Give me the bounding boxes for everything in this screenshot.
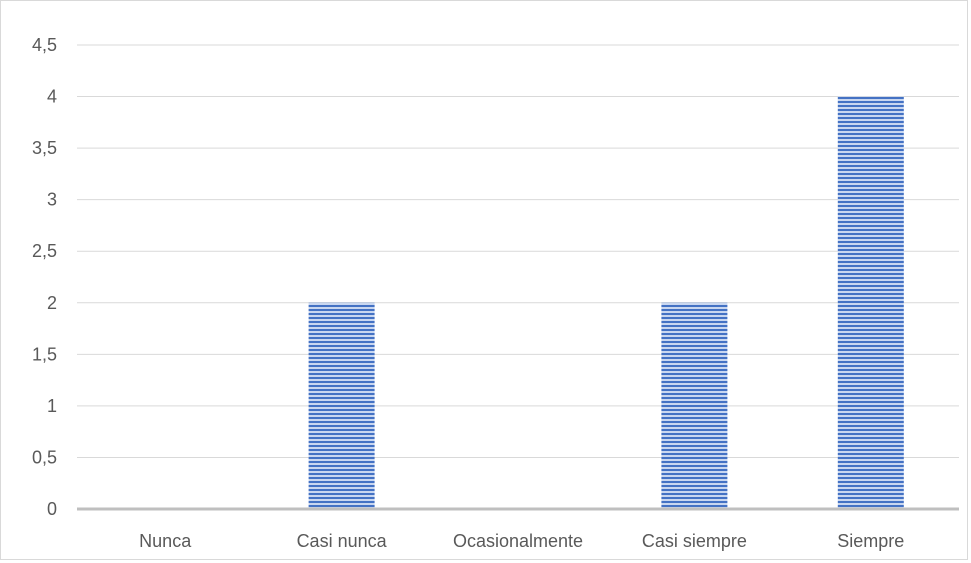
x-axis-category-labels: Nunca Casi nunca Ocasionalmente Casi siempr… <box>139 531 904 551</box>
bar-casi-nunca <box>308 302 375 509</box>
y-tick-label: 3,5 <box>32 138 57 158</box>
y-tick-label: 2,5 <box>32 241 57 261</box>
y-tick-label: 1 <box>47 396 57 416</box>
bar-casi-siempre <box>661 302 728 509</box>
x-category-label: Siempre <box>837 531 904 551</box>
y-tick-label: 2 <box>47 293 57 313</box>
bar-siempre <box>837 96 904 510</box>
x-category-label: Nunca <box>139 531 192 551</box>
y-tick-label: 4,5 <box>32 35 57 55</box>
x-category-label: Ocasionalmente <box>453 531 583 551</box>
y-axis-tick-labels: 0 0,5 1 1,5 2 2,5 3 3,5 4 4,5 <box>32 35 57 519</box>
gridlines <box>77 44 959 458</box>
x-category-label: Casi siempre <box>642 531 747 551</box>
y-tick-label: 3 <box>47 190 57 210</box>
x-category-label: Casi nunca <box>297 531 388 551</box>
y-tick-label: 1,5 <box>32 344 57 364</box>
y-tick-label: 0,5 <box>32 447 57 467</box>
bars <box>308 96 904 510</box>
y-tick-label: 4 <box>47 87 57 107</box>
y-tick-label: 0 <box>47 499 57 519</box>
